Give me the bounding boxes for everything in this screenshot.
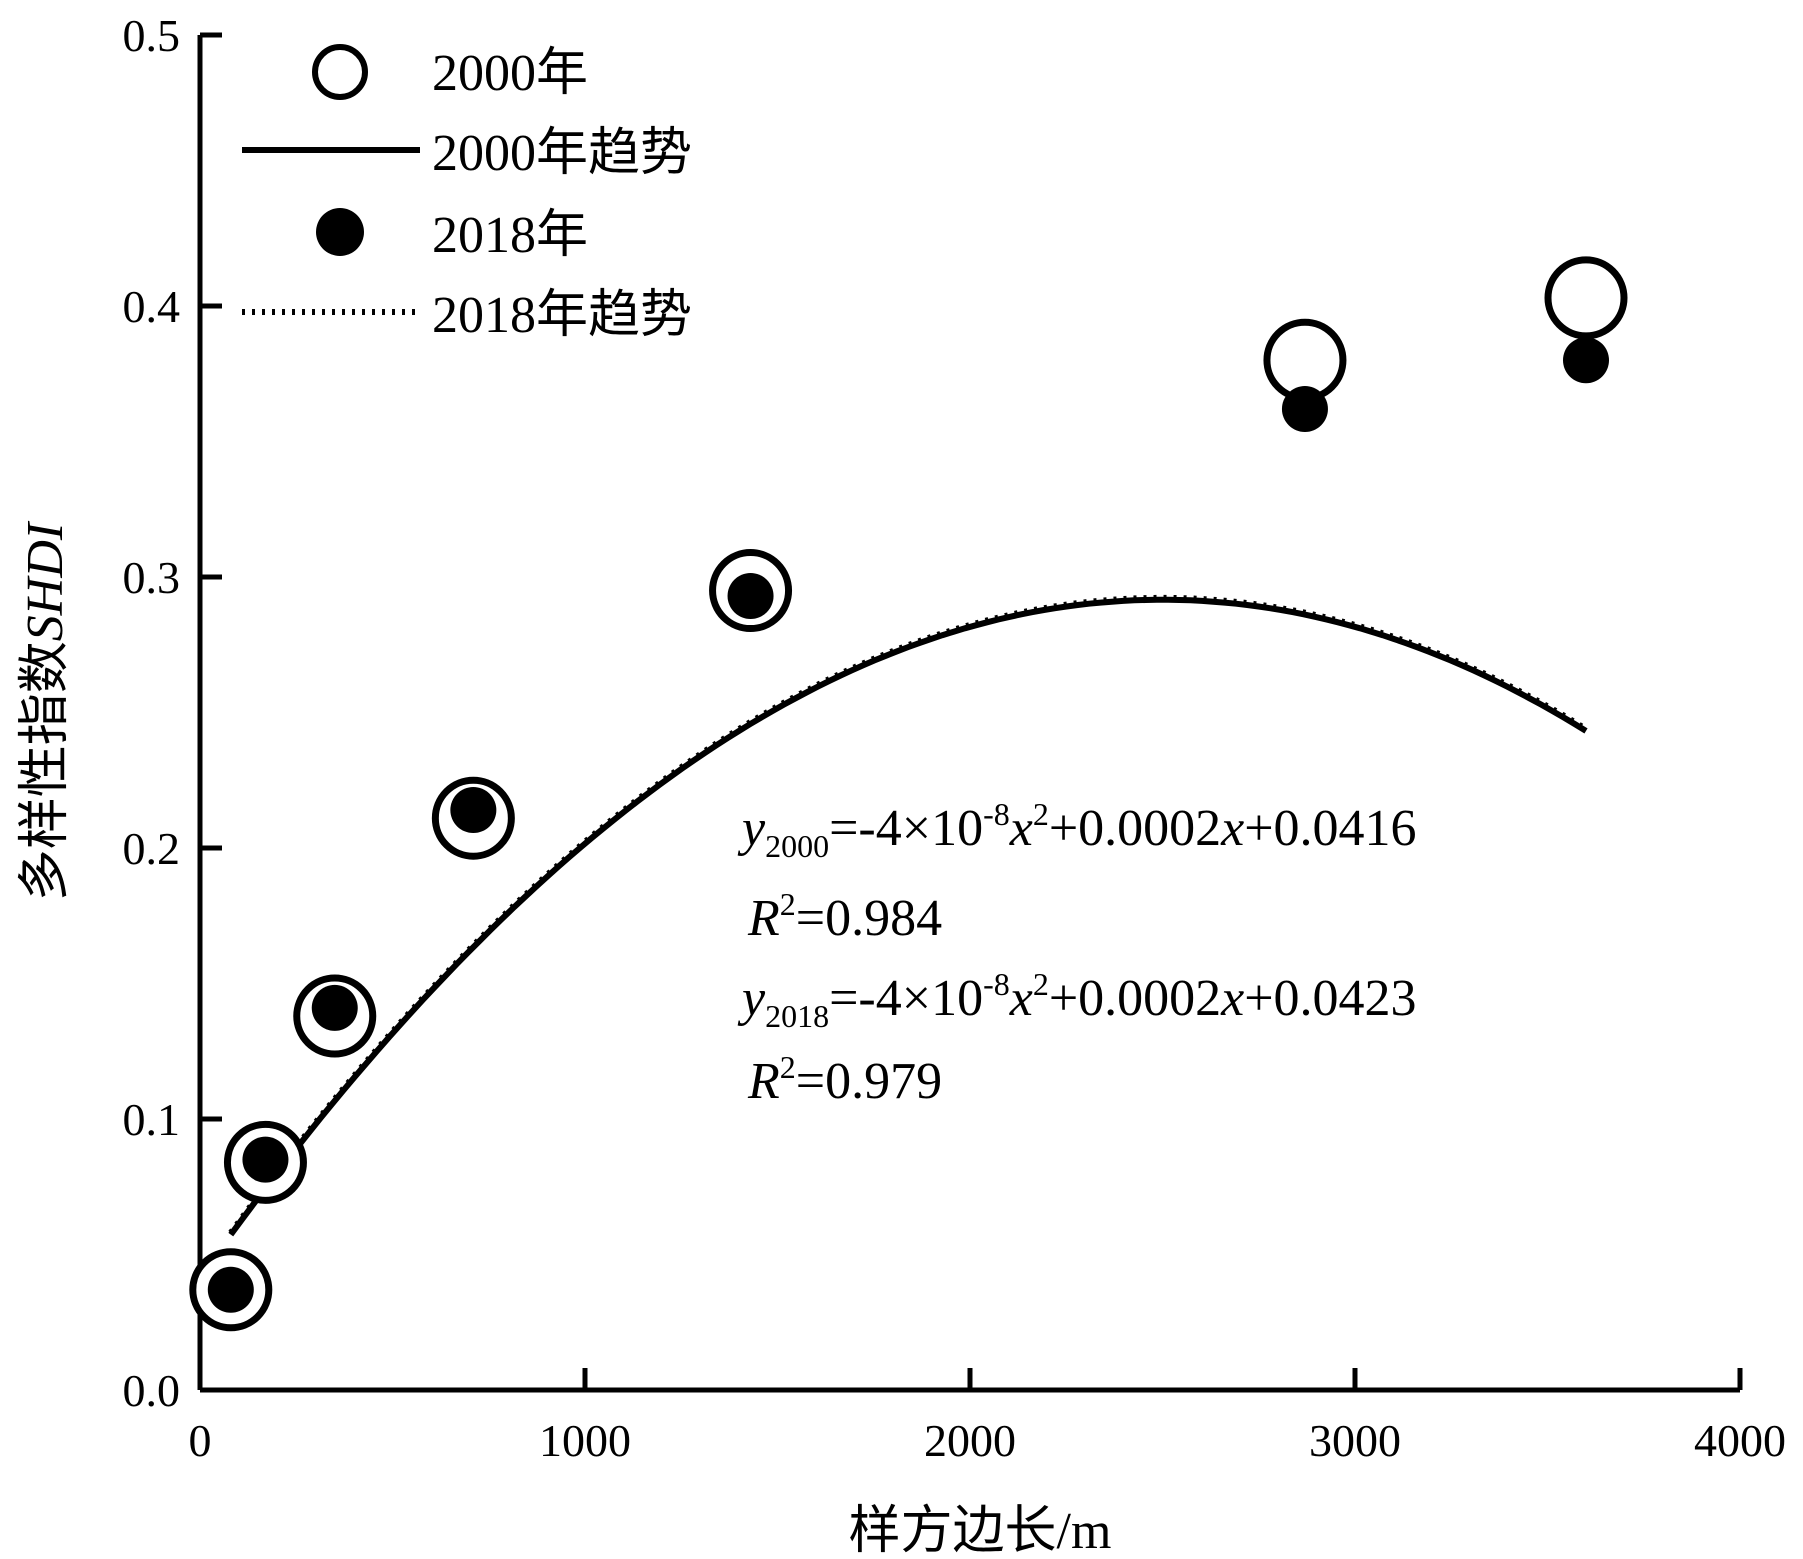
trend-lines <box>228 594 1588 1237</box>
y-tick-label: 0.0 <box>123 1365 181 1416</box>
point-2018 <box>727 572 774 619</box>
point-2000 <box>1544 256 1628 340</box>
eq2000-x1: x <box>1009 800 1033 857</box>
point-2018 <box>450 787 497 834</box>
eq2018-sup1: -8 <box>983 966 1010 1002</box>
y-axis-label-prefix: 多样性指数 <box>17 641 74 901</box>
legend-2000-trend-label: 2000年趋势 <box>432 125 692 182</box>
eq2018-rest1: =-4×10 <box>829 970 983 1027</box>
eq2000-sup2: 2 <box>1033 796 1049 832</box>
legend-2018-label: 2018年 <box>432 207 588 264</box>
legend: 2000年 2000年趋势 2018年 2018年趋势 <box>242 44 692 344</box>
equation-2018: y2018=-4×10-8x2+0.0002x+0.0423 <box>737 966 1417 1034</box>
points <box>189 256 1628 1332</box>
point-2018 <box>242 1136 289 1183</box>
r2-2000: R2=0.984 <box>747 886 942 947</box>
eq2000-sub: 2000 <box>765 828 829 864</box>
eq2018-rest2: +0.0002 <box>1049 970 1221 1027</box>
eq2000-rest3: +0.0416 <box>1244 800 1416 857</box>
legend-2018-trend-label: 2018年趋势 <box>432 287 692 344</box>
y-tick-label: 0.2 <box>123 823 181 874</box>
r2018-sup: 2 <box>780 1049 796 1085</box>
legend-2018-marker <box>316 208 364 256</box>
r2000-sup: 2 <box>780 886 796 922</box>
axes <box>197 35 1740 1393</box>
point-2018 <box>311 984 358 1031</box>
x-tick-label: 1000 <box>539 1415 631 1466</box>
r2000-R: R <box>747 890 780 947</box>
point-2018 <box>207 1266 254 1313</box>
y-tick-label: 0.4 <box>123 281 181 332</box>
eq2000-x2: x <box>1220 800 1244 857</box>
y-tick-label: 0.3 <box>123 552 181 603</box>
r2018-R: R <box>747 1053 780 1110</box>
eq2000-y: y <box>737 800 766 857</box>
x-tick-label: 2000 <box>924 1415 1016 1466</box>
x-tick-label: 0 <box>189 1415 212 1466</box>
y-axis-label: 多样性指数SHDI <box>17 520 74 901</box>
r2000-rest: =0.984 <box>796 890 942 947</box>
eq2018-rest3: +0.0423 <box>1244 970 1416 1027</box>
eq2018-sup2: 2 <box>1033 966 1049 1002</box>
y-tick-label: 0.1 <box>123 1094 181 1145</box>
point-2018 <box>1281 385 1328 432</box>
ticks: 0 1000 2000 3000 4000 0.0 0.1 0.2 0.3 0.4 0.5 <box>123 10 1787 1466</box>
legend-2000-marker <box>312 44 368 100</box>
legend-2000-label: 2000年 <box>432 45 588 102</box>
trend-line-2018 <box>228 594 1588 1235</box>
x-tick-label: 3000 <box>1309 1415 1401 1466</box>
eq2018-x2: x <box>1220 970 1244 1027</box>
y-tick-label: 0.5 <box>123 10 181 61</box>
equation-2000: y2000=-4×10-8x2+0.0002x+0.0416 <box>737 796 1417 864</box>
r2-2018: R2=0.979 <box>747 1049 942 1110</box>
equations: y2000=-4×10-8x2+0.0002x+0.0416 R2=0.984 … <box>737 796 1417 1110</box>
x-axis-label: 样方边长/m <box>849 1503 1112 1559</box>
r2018-rest: =0.979 <box>796 1053 942 1110</box>
x-tick-label: 4000 <box>1694 1415 1786 1466</box>
eq2000-rest1: =-4×10 <box>829 800 983 857</box>
eq2018-sub: 2018 <box>765 998 829 1034</box>
eq2018-y: y <box>737 970 766 1027</box>
y-axis-label-italic: SHDI <box>17 520 74 641</box>
eq2018-x1: x <box>1009 970 1033 1027</box>
eq2000-sup1: -8 <box>983 796 1010 832</box>
point-2018 <box>1563 337 1609 384</box>
eq2000-rest2: +0.0002 <box>1049 800 1221 857</box>
